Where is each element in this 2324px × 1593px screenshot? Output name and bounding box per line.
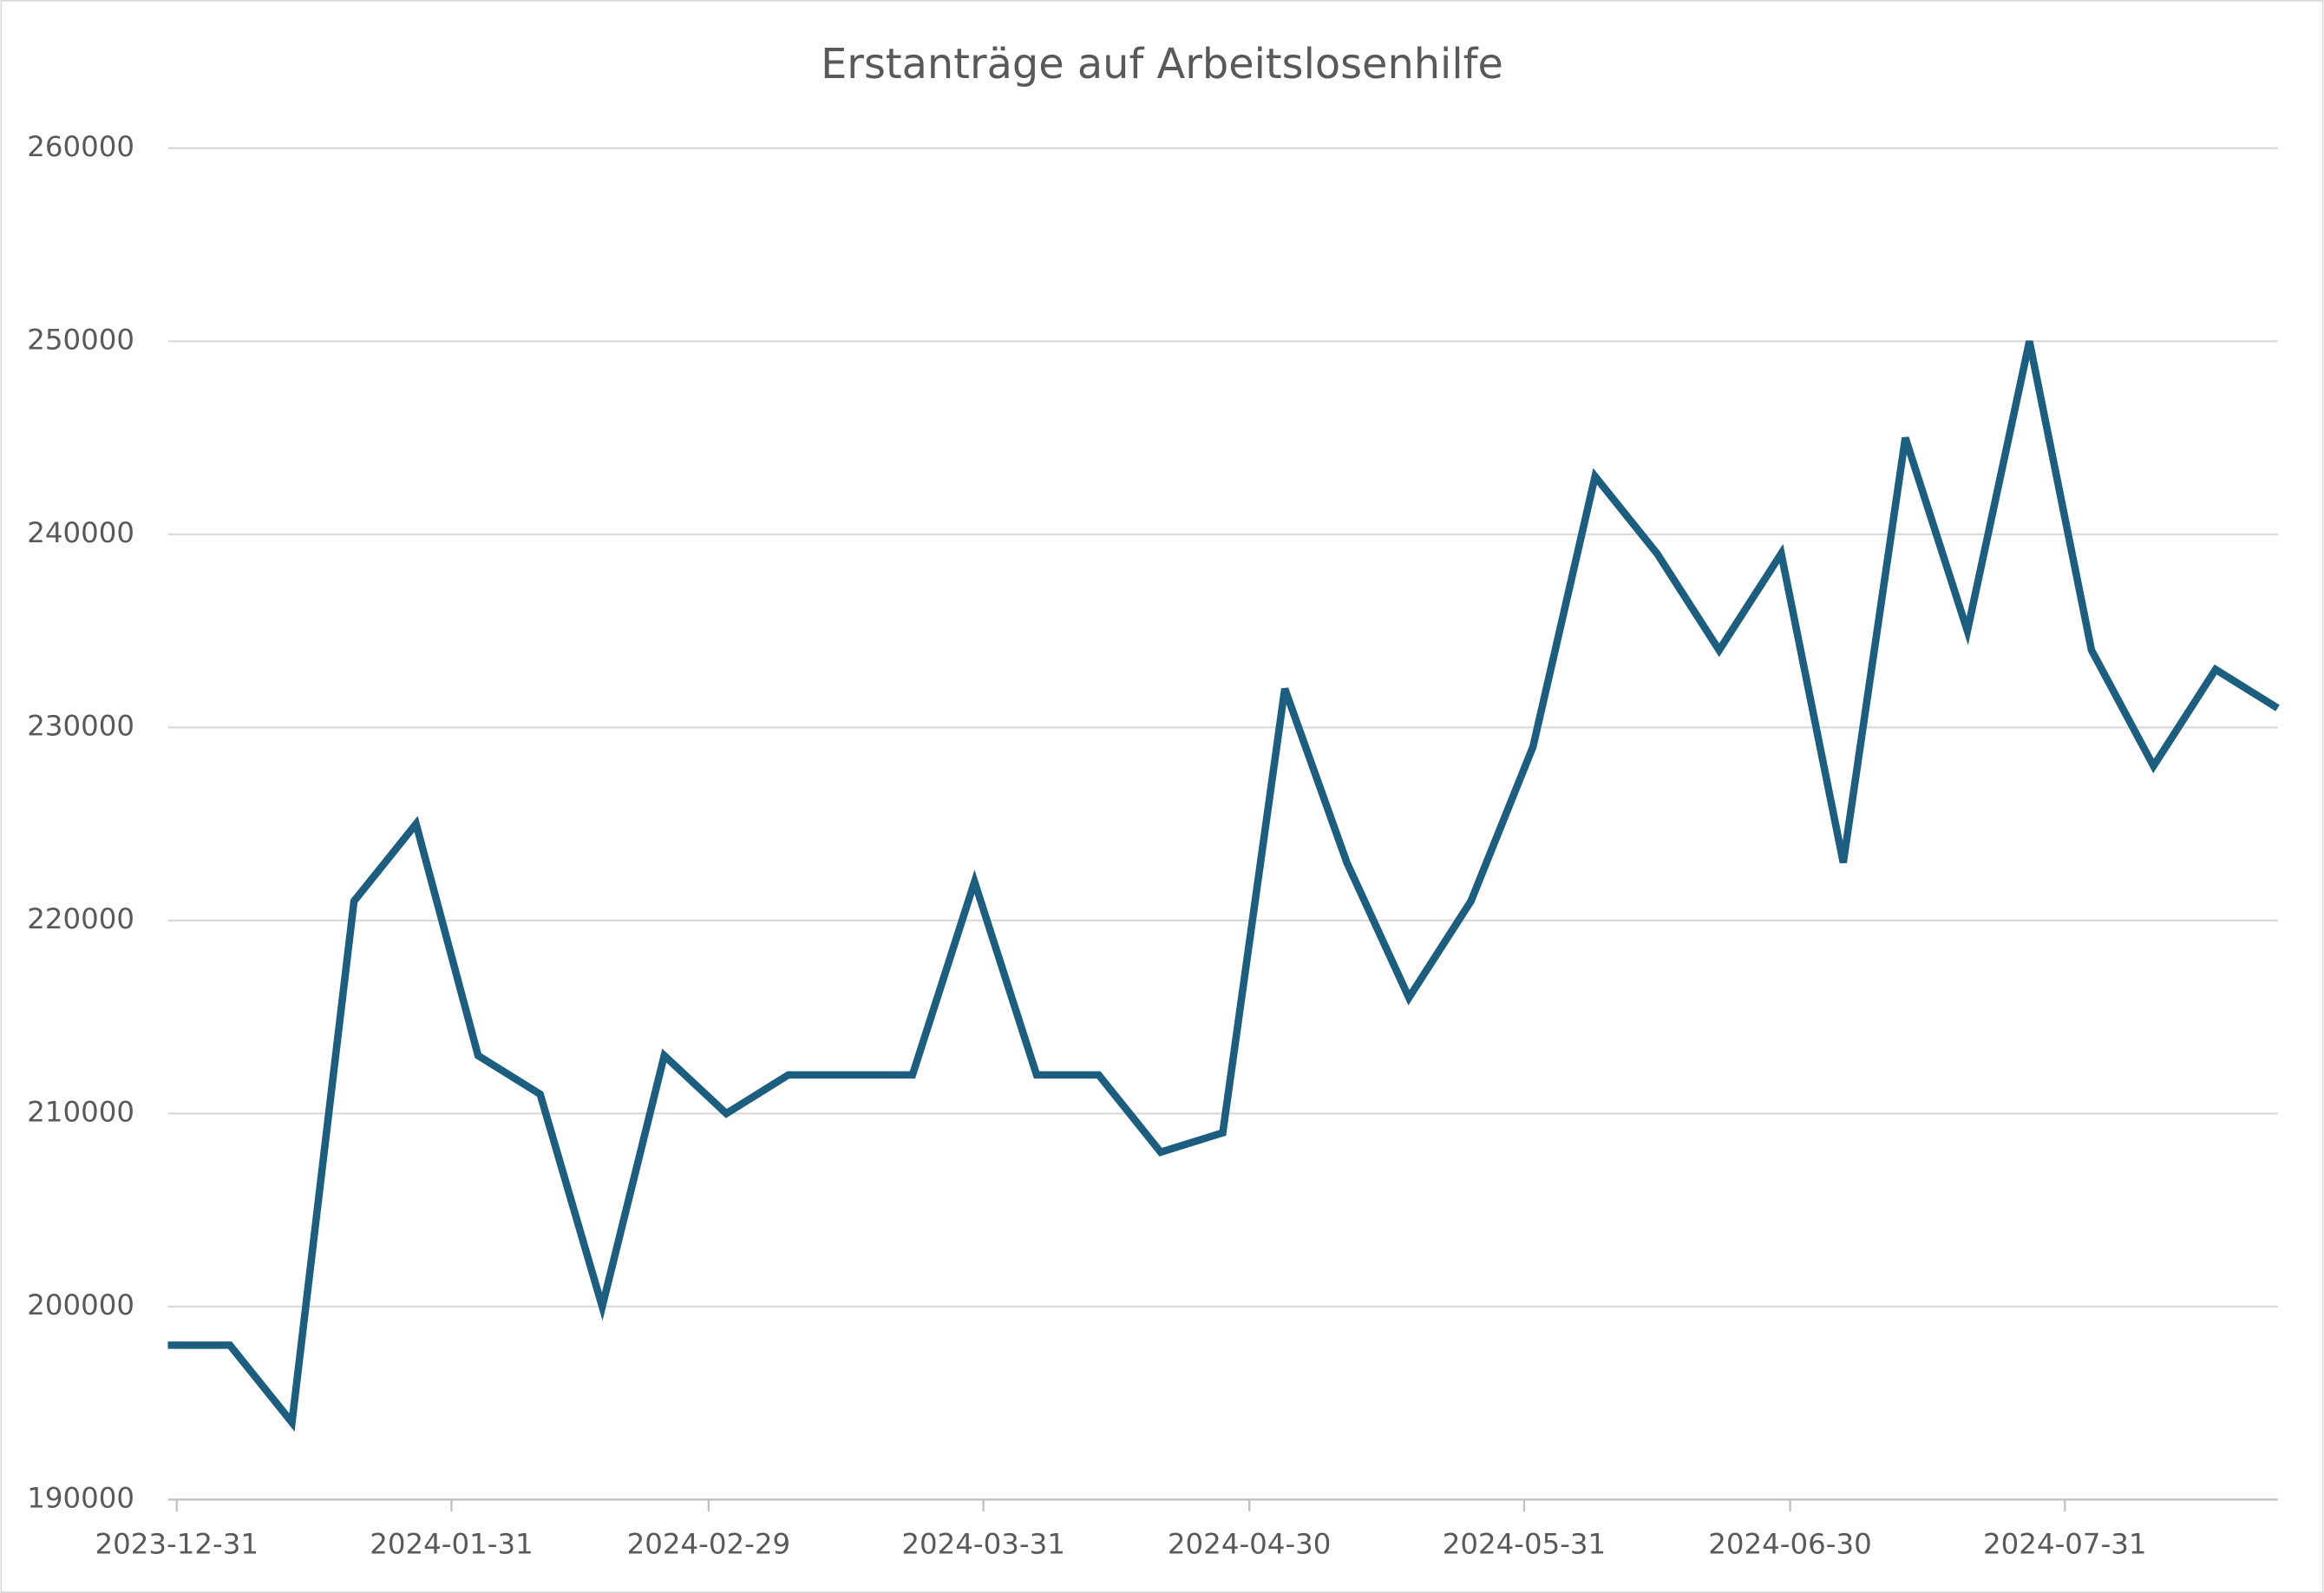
- x-tick-label: 2023-12-31: [95, 1527, 259, 1560]
- chart-title: Erstanträge auf Arbeitslosenhilfe: [821, 41, 1503, 88]
- y-tick-label: 200000: [27, 1288, 134, 1321]
- y-tick-label: 240000: [27, 516, 134, 549]
- y-tick-label: 260000: [27, 130, 134, 163]
- y-tick-label: 230000: [27, 709, 134, 742]
- x-tick-label: 2024-02-29: [627, 1527, 791, 1560]
- x-tick-label: 2024-04-30: [1168, 1527, 1332, 1560]
- y-tick-label: 250000: [27, 323, 134, 356]
- x-tick-label: 2024-06-30: [1708, 1527, 1872, 1560]
- y-tick-label: 220000: [27, 902, 134, 935]
- y-tick-label: 190000: [27, 1481, 134, 1514]
- x-tick-label: 2024-05-31: [1443, 1527, 1607, 1560]
- data-line: [167, 340, 2280, 1432]
- y-tick-label: 210000: [27, 1095, 134, 1128]
- x-tick-label: 2024-01-31: [370, 1527, 534, 1560]
- x-tick-label: 2024-03-31: [901, 1527, 1065, 1560]
- x-tick-label: 2024-07-31: [1983, 1527, 2147, 1560]
